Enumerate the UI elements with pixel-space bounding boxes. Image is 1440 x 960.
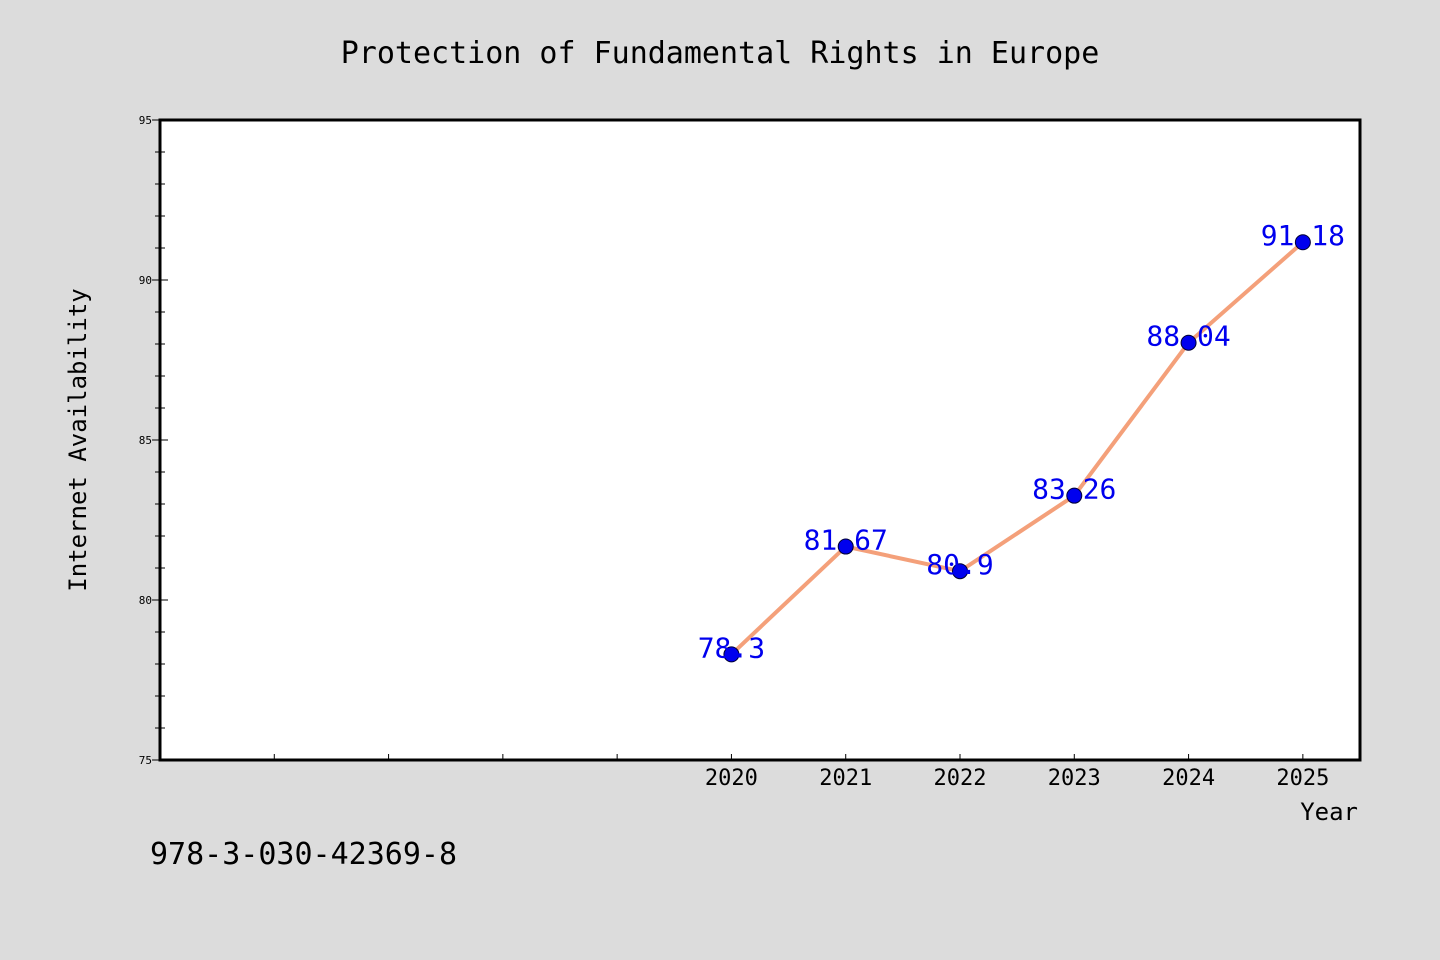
y-tick-label: 75 <box>139 754 152 767</box>
x-tick-label: 2025 <box>1276 766 1329 791</box>
y-axis-label: Internet Availability <box>64 288 92 591</box>
series-line <box>729 240 1305 657</box>
data-point <box>837 538 854 555</box>
chart-title: Protection of Fundamental Rights in Euro… <box>341 36 1100 71</box>
data-label: 80.9 <box>926 548 993 581</box>
x-tick-label: 2020 <box>705 766 758 791</box>
data-point <box>952 563 968 580</box>
data-point <box>1294 234 1311 251</box>
data-label: 83.26 <box>1032 473 1116 506</box>
plot-area <box>158 118 1362 762</box>
x-tick-label: 2023 <box>1048 766 1101 791</box>
y-tick-label: 90 <box>139 274 152 287</box>
data-label: 91.18 <box>1261 219 1345 252</box>
x-axis-label: Year <box>1300 798 1358 826</box>
y-tick-label: 85 <box>139 434 152 447</box>
x-tick-label: 2022 <box>934 766 987 791</box>
x-tick-label: 2021 <box>819 766 872 791</box>
series-layer: 78.3 81.67 80.9 83.26 88.04 91.18 <box>698 219 1345 664</box>
data-label: 88.04 <box>1146 320 1230 353</box>
data-point <box>723 646 740 663</box>
footer-isbn: 978-3-030-42369-8 <box>150 837 457 872</box>
data-point <box>1066 487 1083 504</box>
x-axis-ticks: 2020 2021 2022 2023 2024 2025 <box>273 754 1329 791</box>
data-label: 81.67 <box>804 524 888 557</box>
data-label: 78.3 <box>698 631 765 664</box>
y-axis-ticks: 75 80 85 90 95 <box>139 114 168 767</box>
y-tick-label: 80 <box>139 594 152 607</box>
data-point <box>1180 334 1197 351</box>
y-tick-label: 95 <box>139 114 152 127</box>
x-tick-label: 2024 <box>1162 766 1215 791</box>
